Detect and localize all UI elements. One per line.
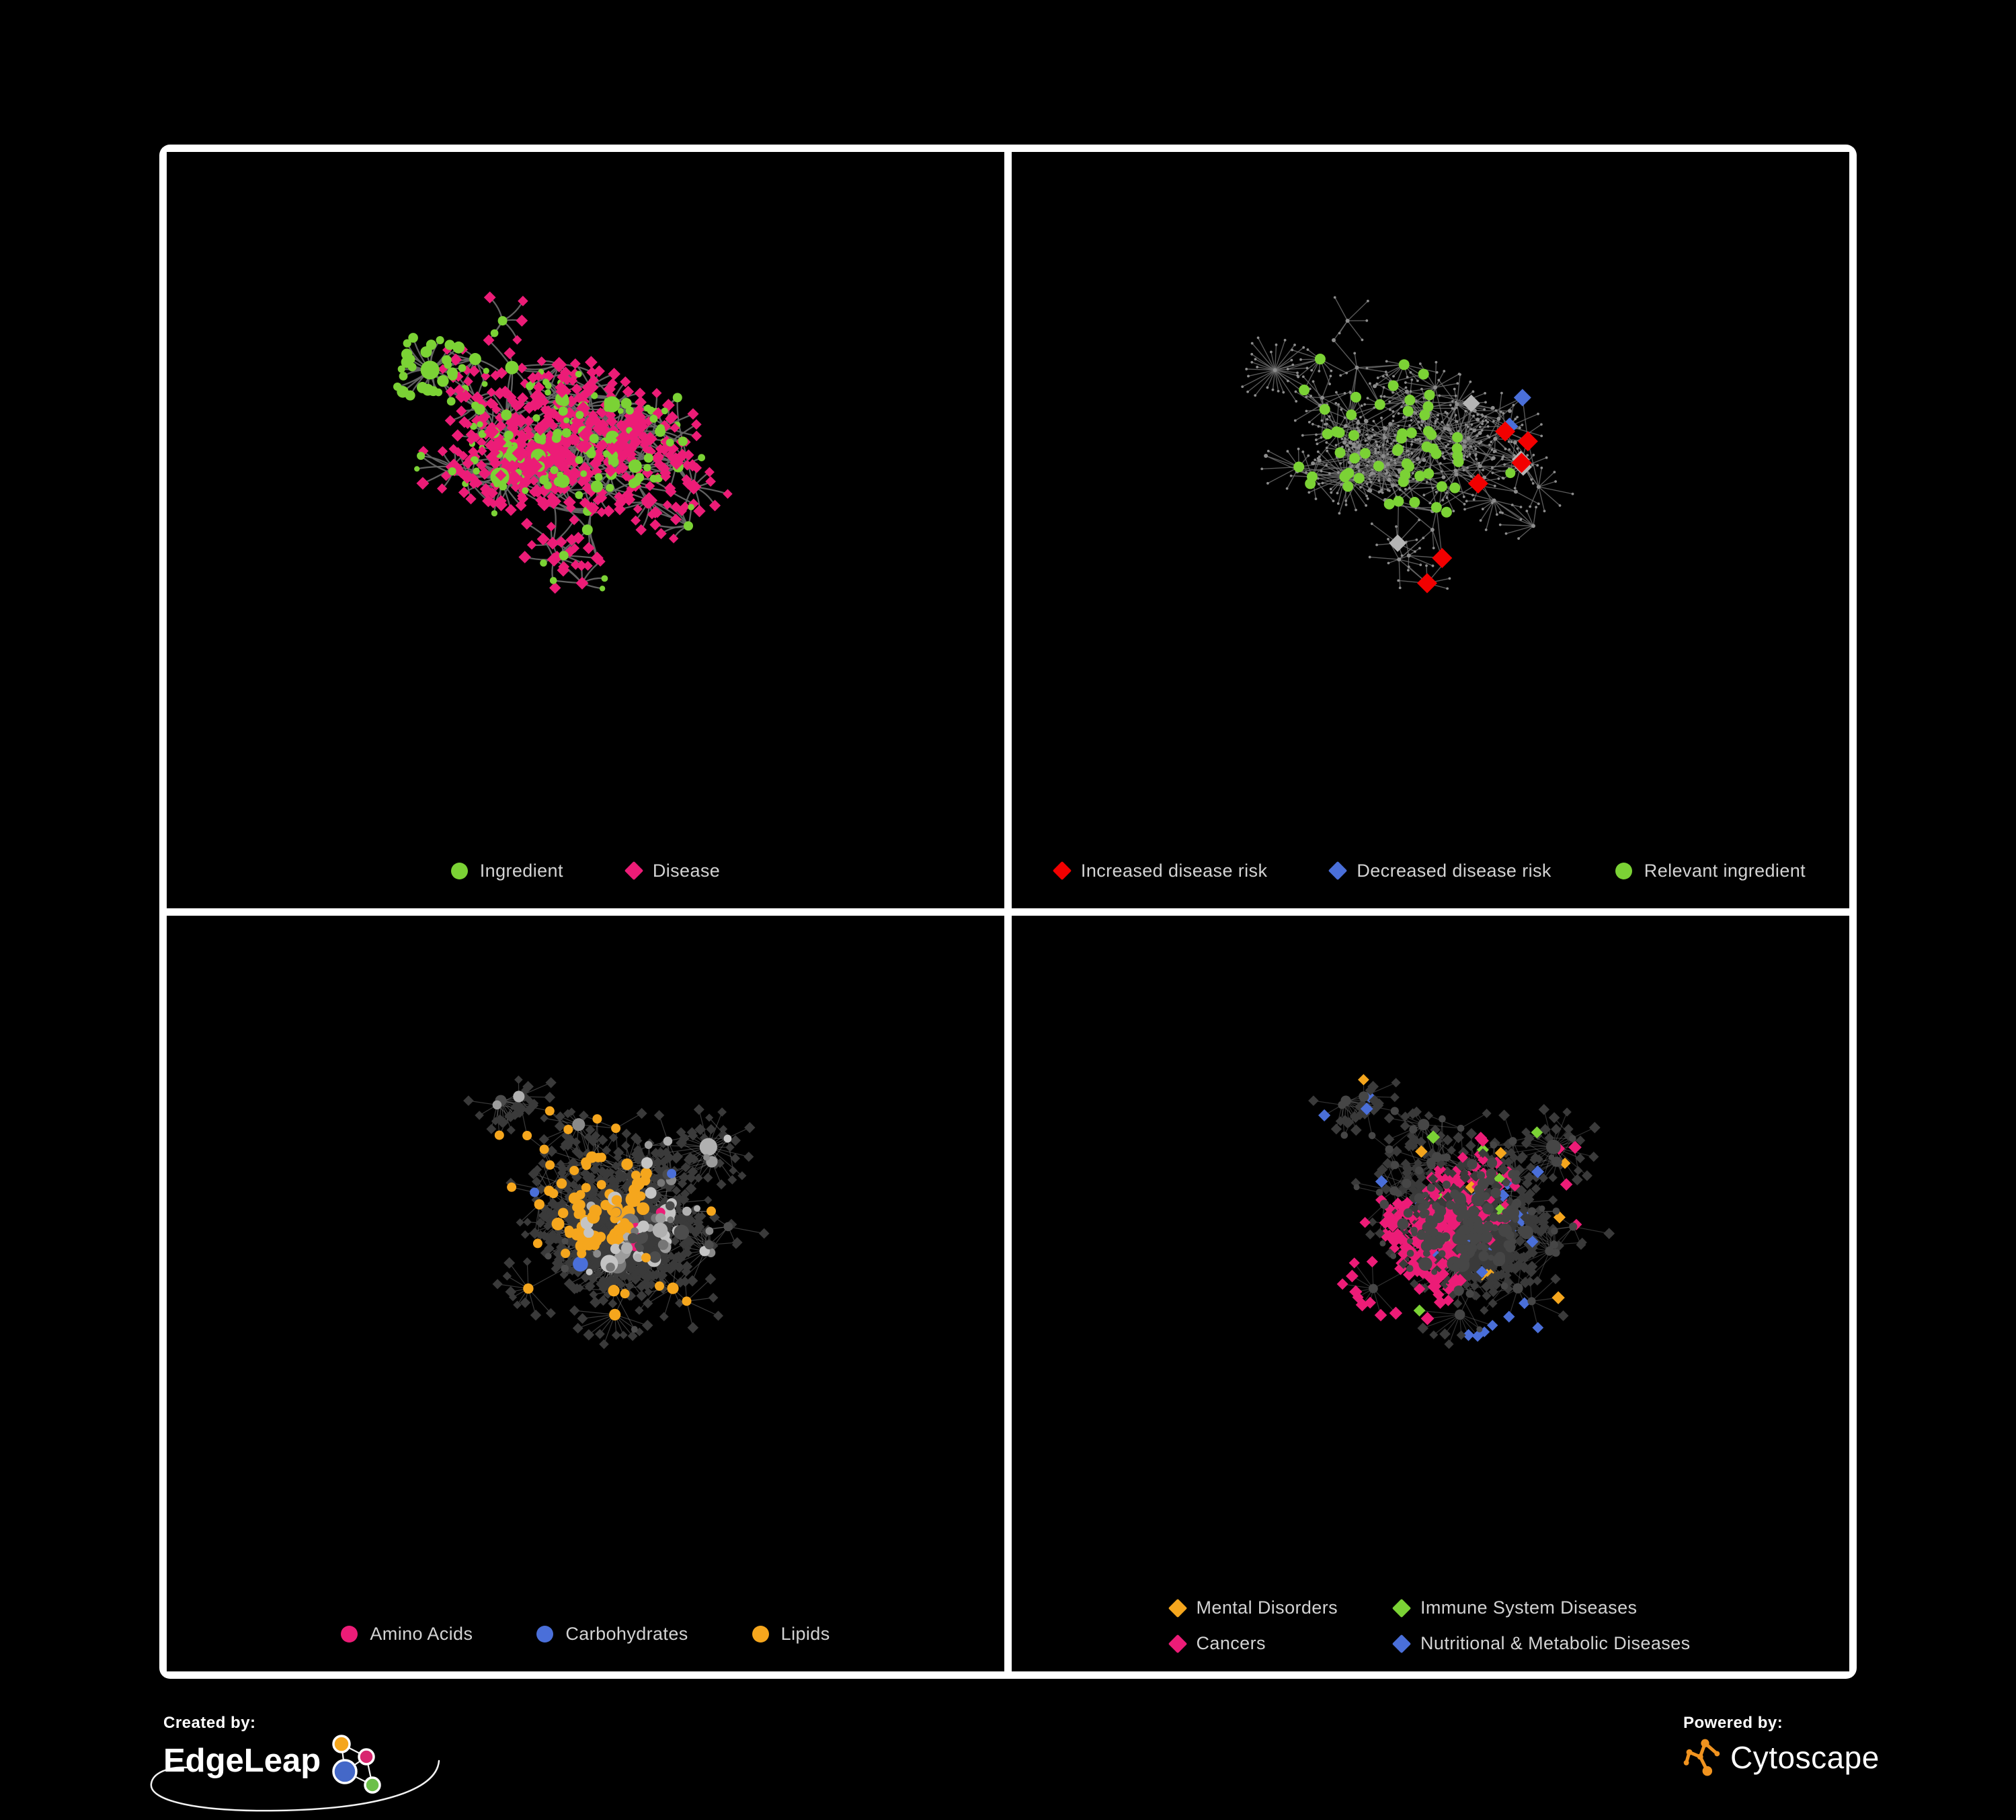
disease-risk-legend: Increased disease risk Decreased disease …	[1012, 861, 1849, 881]
legend-item-cancers: Cancers	[1168, 1633, 1338, 1654]
powered-by-label: Powered by:	[1683, 1714, 1783, 1732]
ingredient-disease-graph	[393, 291, 733, 594]
legend-label: Cancers	[1196, 1633, 1266, 1653]
disease-classes-legend: Mental Disorders Immune System Diseases Ca…	[1168, 1597, 1691, 1654]
legend-label: Amino Acids	[370, 1624, 473, 1644]
edgeleap-node-pink	[358, 1748, 375, 1766]
disease-risk-graph	[1241, 296, 1574, 594]
legend-label: Increased disease risk	[1080, 860, 1268, 881]
legend-item-decreased-disease-risk: Decreased disease risk	[1328, 860, 1551, 881]
edgeleap-node-green	[364, 1776, 381, 1794]
panel-ingredient-disease: Ingredient Disease	[167, 152, 1004, 908]
circle-marker-icon	[341, 1626, 358, 1643]
network-grid: Ingredient Disease Increased disease risk…	[159, 145, 1857, 1679]
legend-item-mental-disorders: Mental Disorders	[1168, 1597, 1338, 1618]
diamond-marker-icon	[1168, 1598, 1187, 1618]
diamond-marker-icon	[624, 861, 644, 881]
cytoscape-credit: Powered by: Cytoscape	[1683, 1714, 1880, 1777]
legend-item-increased-disease-risk: Increased disease risk	[1052, 860, 1268, 881]
edgeleap-wordmark: EdgeLeap	[163, 1743, 321, 1779]
legend-label: Disease	[652, 860, 721, 881]
edgeleap-swoosh	[150, 1759, 440, 1812]
legend-item-ingredient: Ingredient	[450, 860, 563, 881]
legend-label: Decreased disease risk	[1357, 860, 1551, 881]
legend-label: Ingredient	[479, 860, 563, 881]
edgeleap-node-orange	[332, 1735, 351, 1753]
ingredient-disease-legend: Ingredient Disease	[167, 861, 1004, 881]
circle-marker-icon	[536, 1626, 554, 1643]
cytoscape-wordmark: Cytoscape	[1730, 1740, 1880, 1775]
legend-label: Lipids	[780, 1624, 830, 1644]
diamond-marker-icon	[1328, 861, 1348, 881]
cytoscape-logo	[1683, 1739, 1720, 1776]
legend-item-lipids: Lipids	[752, 1624, 830, 1645]
legend-item-immune-system-diseases: Immune System Diseases	[1392, 1597, 1690, 1618]
legend-label: Carbohydrates	[565, 1624, 688, 1644]
disease-classes-graph	[1308, 1074, 1615, 1349]
edgeleap-node-blue	[332, 1759, 358, 1784]
legend-item-relevant-ingredient: Relevant ingredient	[1615, 861, 1806, 881]
nutrient-classes-legend: Amino Acids Carbohydrates Lipids	[167, 1624, 1004, 1645]
diamond-marker-icon	[1168, 1634, 1187, 1653]
panel-disease-risk: Increased disease risk Decreased disease …	[1012, 152, 1849, 908]
legend-label: Nutritional & Metabolic Diseases	[1420, 1633, 1691, 1653]
circle-marker-icon	[450, 862, 468, 879]
legend-label: Immune System Diseases	[1420, 1597, 1638, 1618]
circle-marker-icon	[752, 1626, 769, 1643]
legend-item-carbohydrates: Carbohydrates	[536, 1624, 688, 1645]
edgeleap-credit: Created by: EdgeLeap	[150, 1714, 540, 1815]
legend-item-amino-acids: Amino Acids	[341, 1624, 473, 1645]
legend-item-nutritional-metabolic-diseases: Nutritional & Metabolic Diseases	[1392, 1633, 1691, 1654]
nutrient-classes-graph	[463, 1075, 770, 1349]
diamond-marker-icon	[1052, 861, 1072, 881]
edgeleap-brand-row: EdgeLeap	[150, 1734, 540, 1812]
panel-disease-classes: Mental Disorders Immune System Diseases Ca…	[1012, 915, 1849, 1671]
panel-nutrient-classes: Amino Acids Carbohydrates Lipids	[167, 915, 1004, 1671]
diamond-marker-icon	[1392, 1634, 1412, 1653]
legend-item-disease: Disease	[624, 860, 721, 881]
created-by-label: Created by:	[163, 1714, 256, 1732]
circle-marker-icon	[1615, 862, 1632, 879]
cytoscape-brand-row: Cytoscape	[1683, 1738, 1880, 1777]
edgeleap-logo	[332, 1735, 381, 1794]
diamond-marker-icon	[1392, 1598, 1412, 1618]
legend-label: Mental Disorders	[1196, 1597, 1338, 1618]
legend-label: Relevant ingredient	[1644, 860, 1806, 881]
